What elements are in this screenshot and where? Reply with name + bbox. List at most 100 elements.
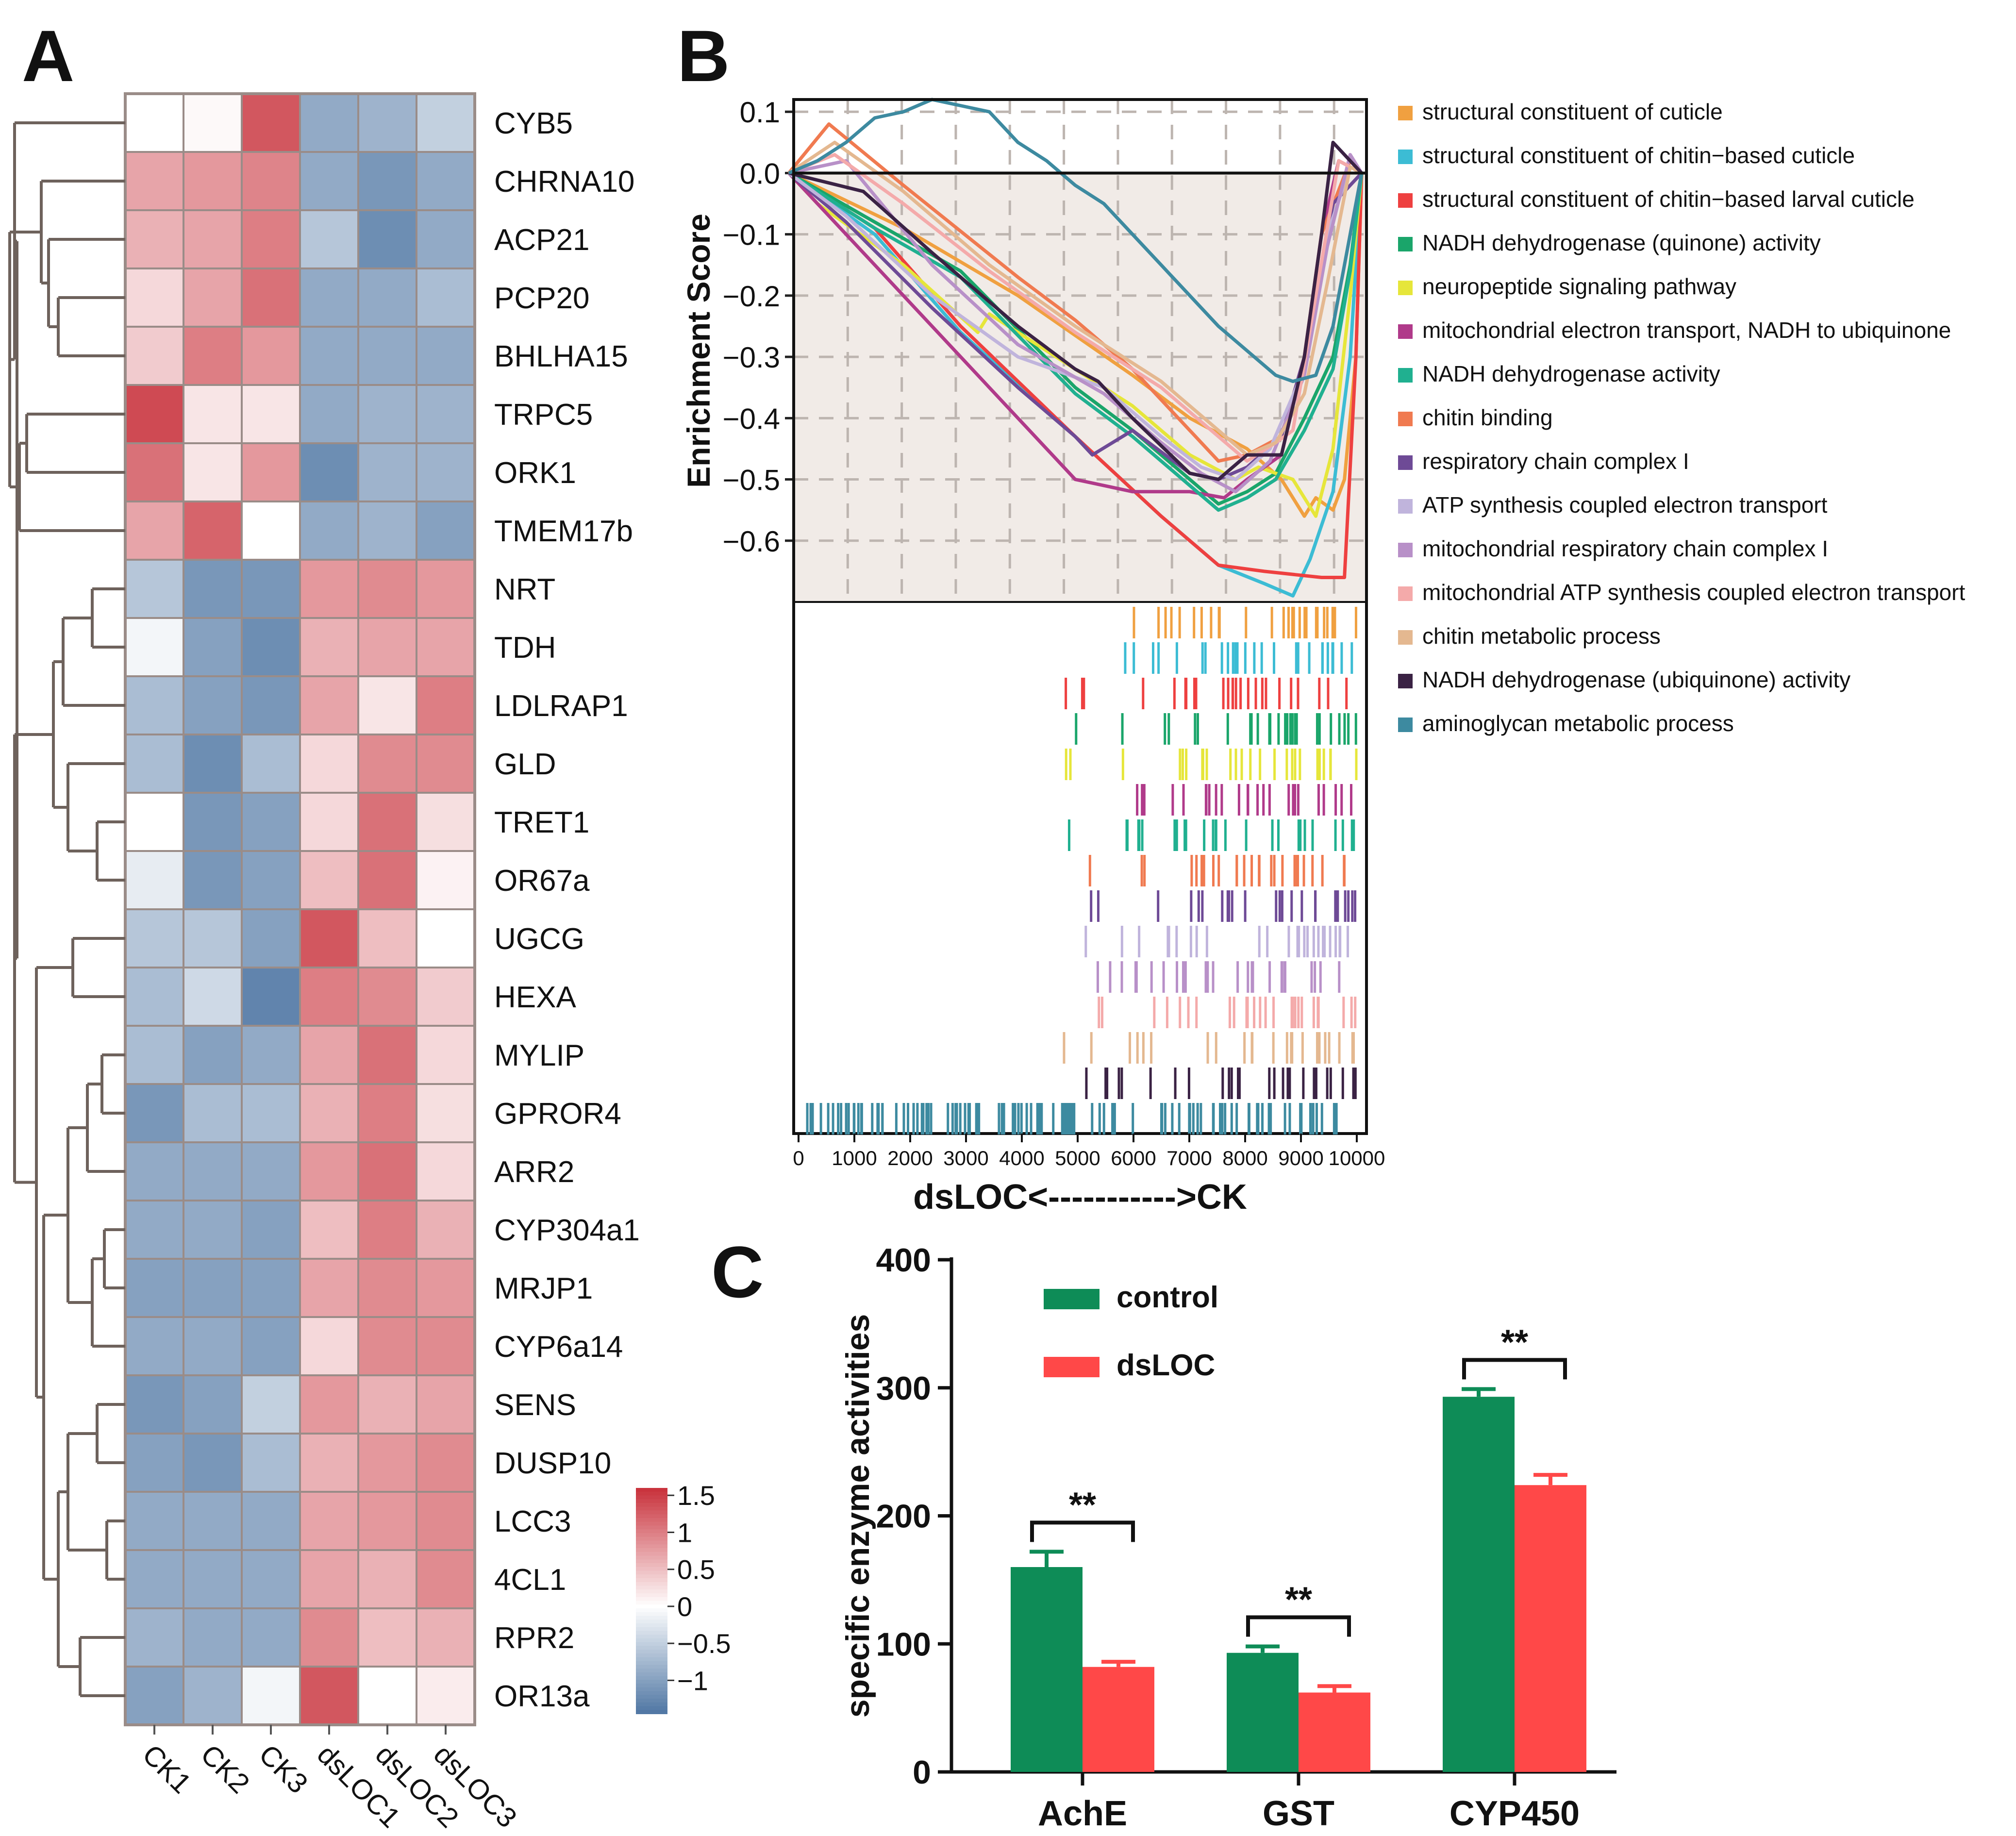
colorbar-segment [636,1582,667,1586]
colorbar-segment [636,1665,667,1669]
gsea-x-tick-label: 7000 [1166,1147,1212,1169]
heatmap-row-label: TMEM17b [494,515,633,548]
heatmap-cell [124,617,184,677]
heatmap-cell [299,1491,359,1551]
heatmap-cell [416,1374,476,1435]
heatmap-cell [124,1083,184,1143]
gsea-legend-label: structural constituent of chitin−based l… [1422,186,1915,212]
heatmap-cell [416,792,476,852]
heatmap-row-label: MRJP1 [494,1272,593,1305]
heatmap-cell [241,559,301,619]
heatmap-cell [299,1666,359,1726]
heatmap-cell [241,1433,301,1493]
heatmap-cell [357,908,417,968]
gsea-y-tick-label: −0.1 [723,219,780,251]
heatmap-cell [357,559,417,619]
heatmap-cell [183,442,243,502]
heatmap-cell [299,93,359,153]
colorbar-segment [636,1684,667,1688]
bar-category-label: AchE [1038,1794,1127,1833]
heatmap-cell [416,967,476,1027]
colorbar-segment [636,1593,667,1598]
heatmap-cell [299,151,359,211]
heatmap-cell [241,442,301,502]
heatmap-cell [299,1433,359,1493]
heatmap-row-label: CYP304a1 [494,1214,640,1247]
significance-marker: ** [1501,1323,1528,1362]
gsea-y-tick-label: −0.4 [723,402,780,435]
colorbar-segment [636,1495,667,1500]
heatmap-cell [357,792,417,852]
heatmap-cell [124,1549,184,1609]
heatmap-cell [357,1433,417,1493]
colorbar-segment [636,1695,667,1699]
heatmap-cell [299,209,359,269]
heatmap-cell [299,1374,359,1435]
heatmap-cell [183,675,243,735]
colorbar-segment [636,1529,667,1534]
colorbar-tick-label: 0.5 [677,1554,715,1585]
colorbar-segment [636,1635,667,1639]
heatmap-cell [299,1025,359,1085]
bar-y-tick-label: 100 [876,1626,931,1663]
heatmap-cell [183,792,243,852]
heatmap-cell [299,850,359,910]
gsea-x-tick-label: 9000 [1278,1147,1323,1169]
significance-bracket [1462,1358,1567,1380]
gsea-legend-swatch [1398,499,1413,514]
colorbar-segment [636,1638,667,1643]
heatmap-cell [299,1316,359,1376]
gsea-legend-swatch [1398,150,1413,164]
gsea-legend-label: NADH dehydrogenase (quinone) activity [1422,230,1821,255]
heatmap-column-label: CK1 [136,1738,198,1800]
heatmap-cell [241,1374,301,1435]
heatmap-cell [124,267,184,328]
colorbar-segment [636,1521,667,1526]
heatmap-cell [241,617,301,677]
colorbar-segment [636,1619,667,1624]
heatmap-cell [357,1549,417,1609]
heatmap-cell [416,501,476,561]
heatmap-cell [124,442,184,502]
colorbar-segment [636,1514,667,1519]
heatmap-row-label: BHLHA15 [494,340,628,373]
heatmap-cell [416,1491,476,1551]
heatmap-cell [124,1433,184,1493]
gsea-legend-swatch [1398,674,1413,688]
gsea-enrichment-curve [788,171,1364,506]
heatmap-row-label: CYP6a14 [494,1330,623,1364]
heatmap-row-label: ACP21 [494,223,589,257]
heatmap-cell [241,1258,301,1318]
heatmap-cell [241,967,301,1027]
gsea-legend-label: aminoglycan metabolic process [1422,711,1734,736]
panel-label-c: C [711,1231,764,1313]
gsea-enrichment-curve [787,171,1364,598]
gsea-x-tick-label: 2000 [887,1147,933,1169]
heatmap-cell [416,850,476,910]
heatmap-cell [416,1141,476,1202]
heatmap-cell [241,93,301,153]
heatmap-row-label: CYB5 [494,107,573,140]
heatmap-cell [183,1141,243,1202]
heatmap-cell [299,1200,359,1260]
colorbar-segment [636,1586,667,1590]
heatmap-panel: CYB5 CHRNA10 ACP21 PCP20 BHLHA15 TRPC5 ORK1 TME… [8,92,731,1834]
panel-label-a: A [22,15,75,97]
bar-y-tick-label: 200 [876,1498,931,1535]
significance-bracket [1030,1520,1135,1542]
heatmap-cell [124,850,184,910]
heatmap-cell [299,1607,359,1668]
heatmap-cell [183,1258,243,1318]
heatmap-cell [183,1025,243,1085]
colorbar-segment [636,1552,667,1556]
heatmap-cell [241,326,301,386]
gsea-legend-label: ATP synthesis coupled electron transport [1422,492,1828,517]
heatmap-cell [357,1025,417,1085]
heatmap-cell [299,908,359,968]
colorbar-segment [636,1548,667,1552]
significance-bracket [1246,1615,1351,1637]
heatmap-row-label: DUSP10 [494,1447,611,1480]
bar-legend-swatch [1044,1289,1100,1309]
heatmap-cell [357,209,417,269]
heatmap-cell [124,501,184,561]
